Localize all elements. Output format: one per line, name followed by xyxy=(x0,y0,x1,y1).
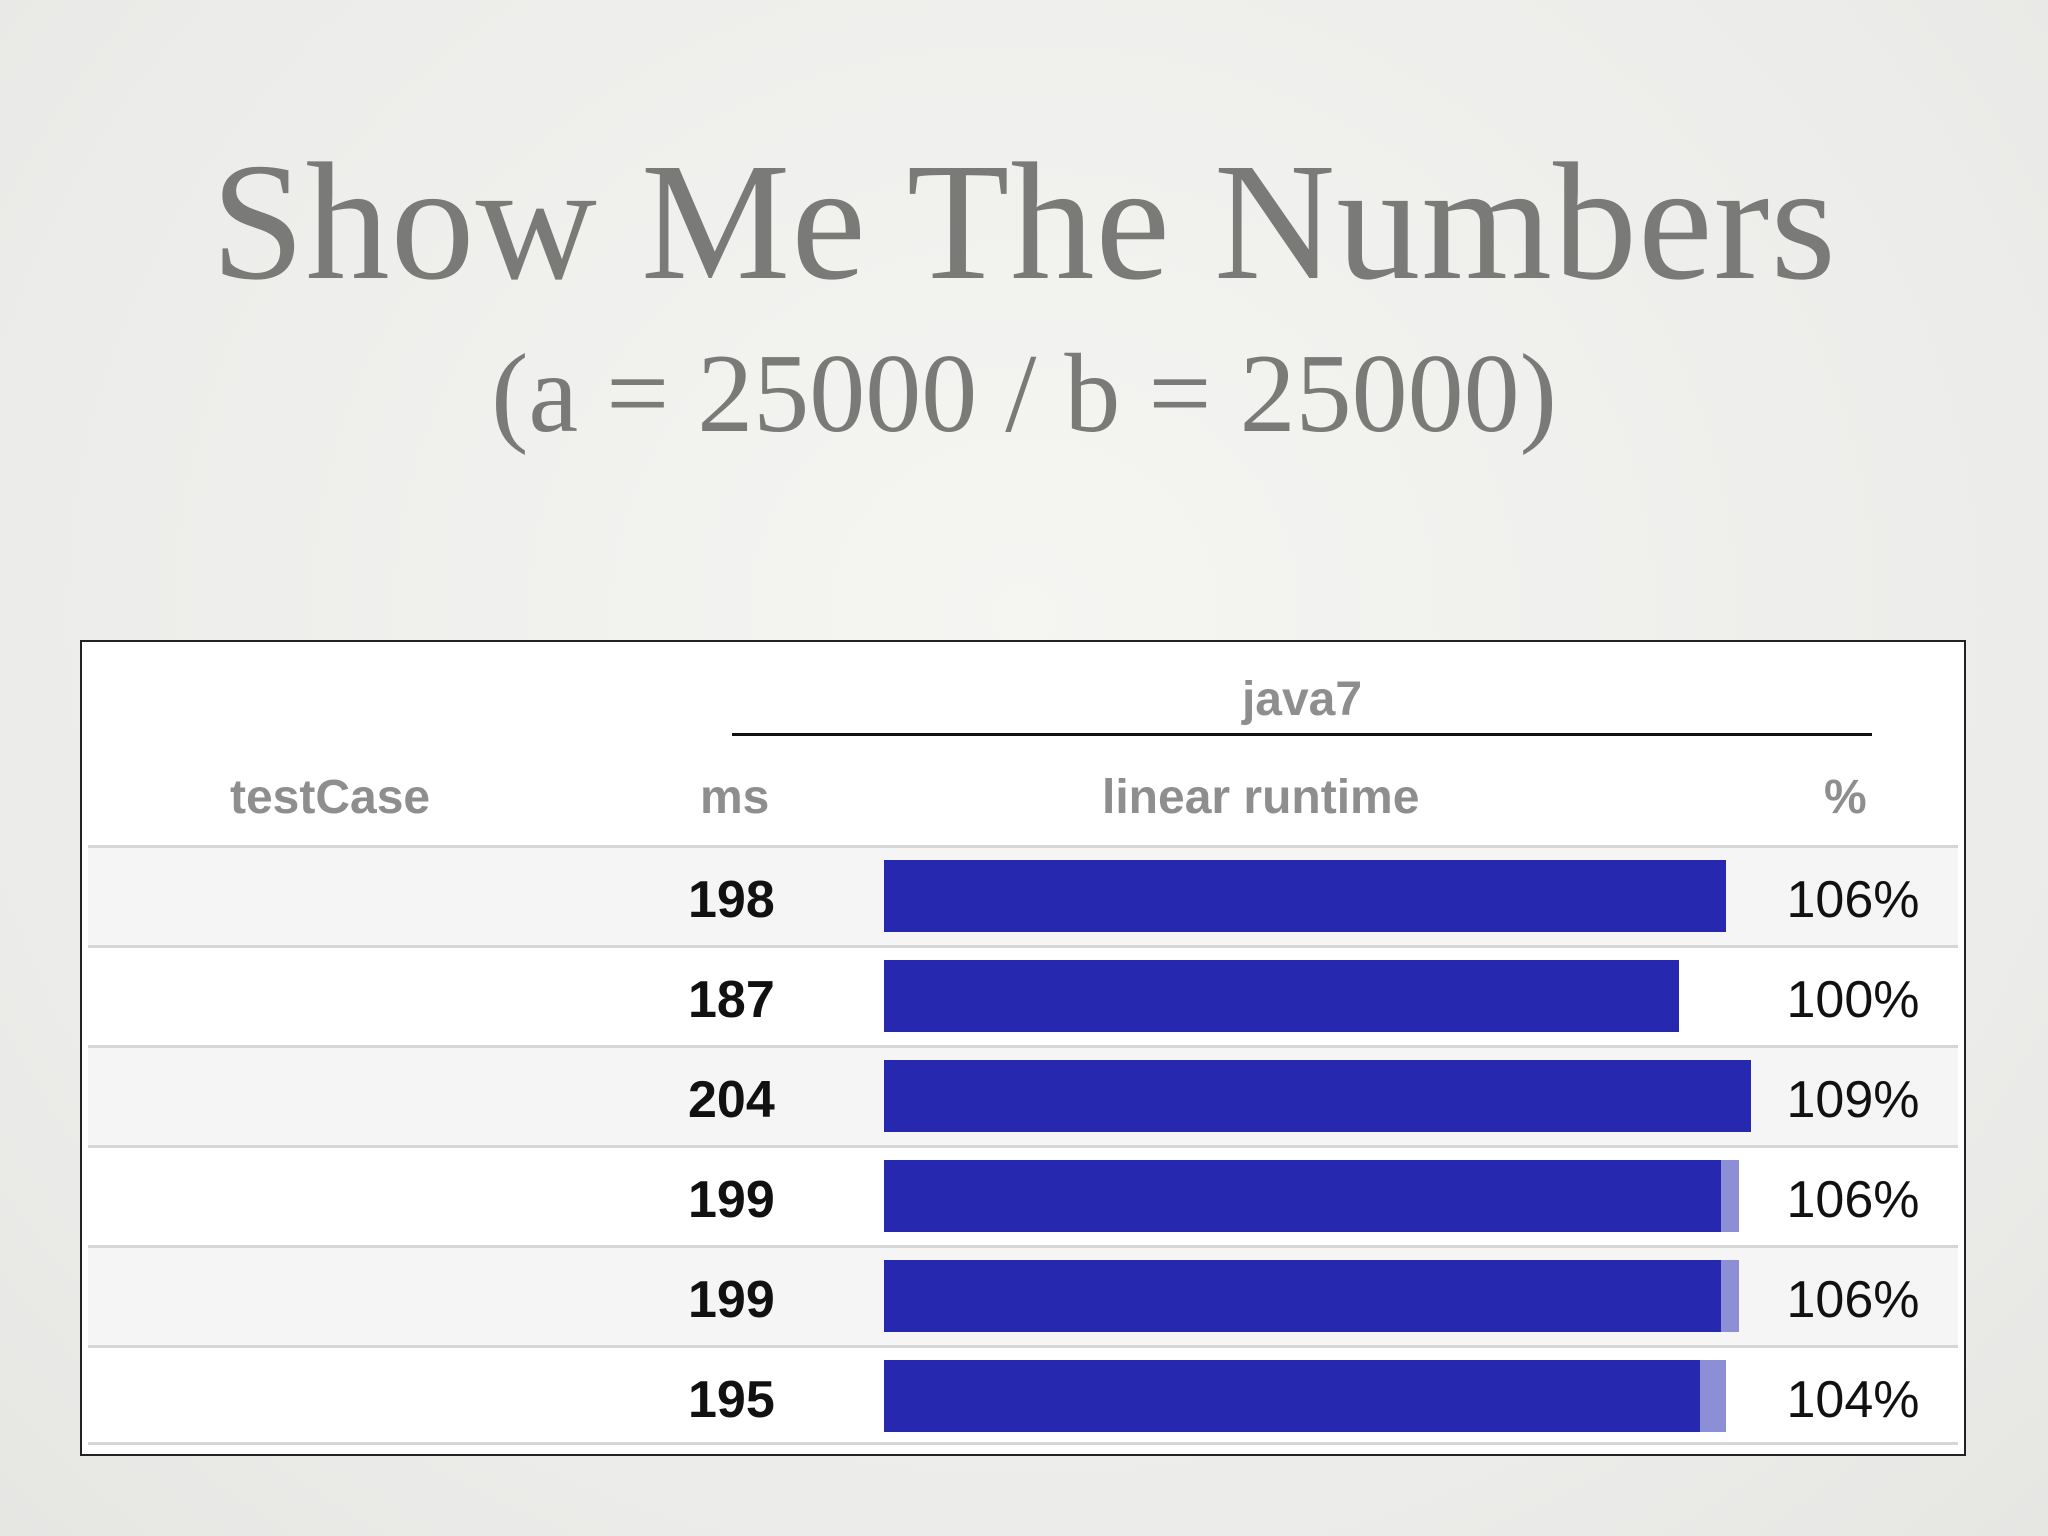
ms-value: 195 xyxy=(688,1371,775,1429)
runtime-bar-track xyxy=(884,1160,1896,1232)
runtime-bar-track xyxy=(884,860,1896,932)
runtime-bar xyxy=(884,1060,1751,1132)
ms-value: 199 xyxy=(688,1271,775,1329)
column-header-ms: ms xyxy=(700,771,770,824)
table-body: 198 106% 187 100% 204 109% 199 106% 199 106% 195 10… xyxy=(88,845,1958,1445)
percent-value: 106% xyxy=(1786,1271,1920,1329)
ms-value: 187 xyxy=(688,971,775,1029)
percent-value: 106% xyxy=(1786,871,1920,929)
error-range xyxy=(1721,1260,1739,1332)
percent-value: 100% xyxy=(1786,971,1920,1029)
table-row: 195 104% xyxy=(88,1345,1958,1445)
slide-title: Show Me The Numbers xyxy=(211,129,1837,315)
group-header-rule xyxy=(732,733,1872,736)
column-header-linear-runtime: linear runtime xyxy=(1102,771,1420,824)
runtime-bar xyxy=(884,960,1679,1032)
percent-value: 104% xyxy=(1786,1371,1920,1429)
runtime-bar xyxy=(884,1160,1730,1232)
table-row: 204 109% xyxy=(88,1045,1958,1145)
runtime-bar-track xyxy=(884,960,1896,1032)
ms-value: 204 xyxy=(688,1071,775,1129)
column-header-testcase: testCase xyxy=(230,771,431,824)
slide-subtitle: (a = 25000 / b = 25000) xyxy=(491,332,1557,456)
table-row: 199 106% xyxy=(88,1145,1958,1245)
percent-value: 106% xyxy=(1786,1171,1920,1229)
ms-value: 198 xyxy=(688,871,775,929)
table-row: 187 100% xyxy=(88,945,1958,1045)
ms-value: 199 xyxy=(688,1171,775,1229)
column-header-percent: % xyxy=(1824,771,1867,824)
error-range xyxy=(1721,1160,1739,1232)
runtime-bar-track xyxy=(884,1360,1896,1432)
runtime-bar xyxy=(884,1260,1730,1332)
runtime-bar xyxy=(884,1360,1713,1432)
table-row: 199 106% xyxy=(88,1245,1958,1345)
runtime-bar xyxy=(884,860,1726,932)
group-header-java7: java7 xyxy=(1241,673,1363,726)
error-range xyxy=(1700,1360,1726,1432)
percent-value: 109% xyxy=(1786,1071,1920,1129)
table-row: 198 106% xyxy=(88,845,1958,945)
runtime-bar-track xyxy=(884,1060,1896,1132)
runtime-bar-track xyxy=(884,1260,1896,1332)
results-table: java7 testCase ms linear runtime % 198 10… xyxy=(80,640,1966,1456)
